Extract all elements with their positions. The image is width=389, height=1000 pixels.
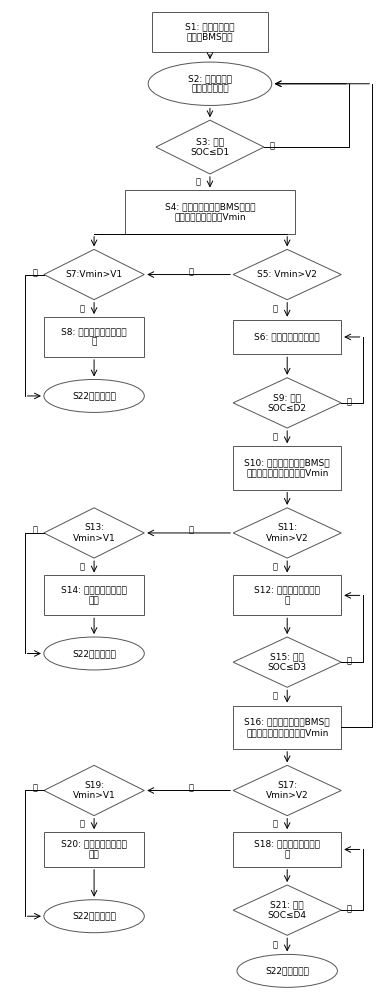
Text: S4: 暂停放电，获取BMS报文，
得到最低单体电压值Vmin: S4: 暂停放电，获取BMS报文， 得到最低单体电压值Vmin [165,202,255,222]
Text: 否: 否 [347,398,352,407]
Bar [233,446,341,490]
Text: 是: 是 [273,691,277,700]
Text: 否: 否 [347,657,352,666]
Text: S2: 电动汽车通
过放电设备放电: S2: 电动汽车通 过放电设备放电 [188,74,232,93]
Text: S22：结束放电: S22：结束放电 [72,912,116,921]
Text: S15: 电池
SOC≤D3: S15: 电池 SOC≤D3 [268,652,307,672]
Text: 是: 是 [79,304,84,313]
Text: S16: 暂停放电，获取BMS报
文，得到最低单体电压值Vmin: S16: 暂停放电，获取BMS报 文，得到最低单体电压值Vmin [244,717,330,737]
Bar [233,706,341,749]
Ellipse shape [237,954,337,987]
Text: S5: Vmin>V2: S5: Vmin>V2 [257,270,317,279]
Text: 否: 否 [188,526,193,535]
Polygon shape [233,378,341,428]
Text: S11:
Vmin>V2: S11: Vmin>V2 [266,523,308,543]
Text: S22：结束放电: S22：结束放电 [72,391,116,400]
Polygon shape [233,885,341,935]
Polygon shape [233,637,341,687]
Text: 否: 否 [33,783,38,792]
Text: S19:
Vmin>V1: S19: Vmin>V1 [73,781,116,800]
Bar [233,320,341,354]
Text: S18: 放电设备对电池放
电: S18: 放电设备对电池放 电 [254,840,320,859]
Ellipse shape [44,379,144,412]
Text: S14: 放电功率降为预设
倍数: S14: 放电功率降为预设 倍数 [61,586,127,605]
Bar [44,317,144,357]
Text: S17:
Vmin>V2: S17: Vmin>V2 [266,781,308,800]
Text: 是: 是 [273,819,277,828]
Text: S8: 放电功率降为预设倍
数: S8: 放电功率降为预设倍 数 [61,327,127,347]
Text: 否: 否 [188,267,193,276]
Polygon shape [44,249,144,300]
Bar [44,575,144,615]
Text: 否: 否 [33,268,38,277]
Polygon shape [233,508,341,558]
Text: S20: 放电功率降为预设
倍数: S20: 放电功率降为预设 倍数 [61,840,127,859]
Text: 是: 是 [79,562,84,571]
Text: 是: 是 [273,940,277,949]
Polygon shape [233,765,341,816]
Text: S1: 放电设备与电
动汽车BMS交互: S1: 放电设备与电 动汽车BMS交互 [185,22,235,41]
Text: S10: 暂停放电，获取BMS报
文，得到最低单体电压值Vmin: S10: 暂停放电，获取BMS报 文，得到最低单体电压值Vmin [244,458,330,478]
Ellipse shape [44,637,144,670]
Bar [233,832,341,867]
Text: S9: 电池
SOC≤D2: S9: 电池 SOC≤D2 [268,393,307,413]
Text: 否: 否 [188,783,193,792]
Text: 否: 否 [33,526,38,535]
Text: 否: 否 [270,142,275,151]
Ellipse shape [148,62,272,105]
Text: 否: 否 [347,905,352,914]
Text: 是: 是 [273,432,277,441]
Bar [233,575,341,615]
Bar [44,832,144,867]
Text: S7:Vmin>V1: S7:Vmin>V1 [65,270,123,279]
Text: S22：结束放电: S22：结束放电 [72,649,116,658]
Polygon shape [233,249,341,300]
Text: S6: 放电设备对电池放电: S6: 放电设备对电池放电 [254,332,320,341]
Polygon shape [44,508,144,558]
Text: S22：结束放电: S22：结束放电 [265,966,309,975]
Bar [125,190,295,234]
Ellipse shape [44,900,144,933]
Bar [152,12,268,52]
Polygon shape [156,120,264,174]
Text: 是: 是 [273,562,277,571]
Text: 是: 是 [273,305,277,314]
Text: S13:
Vmin>V1: S13: Vmin>V1 [73,523,116,543]
Polygon shape [44,765,144,816]
Text: S21: 电池
SOC≤D4: S21: 电池 SOC≤D4 [268,900,307,920]
Text: 是: 是 [79,819,84,828]
Text: S12: 放电设备对电池放
电: S12: 放电设备对电池放 电 [254,586,320,605]
Text: 是: 是 [195,177,200,186]
Text: S3: 电池
SOC≤D1: S3: 电池 SOC≤D1 [190,137,230,157]
